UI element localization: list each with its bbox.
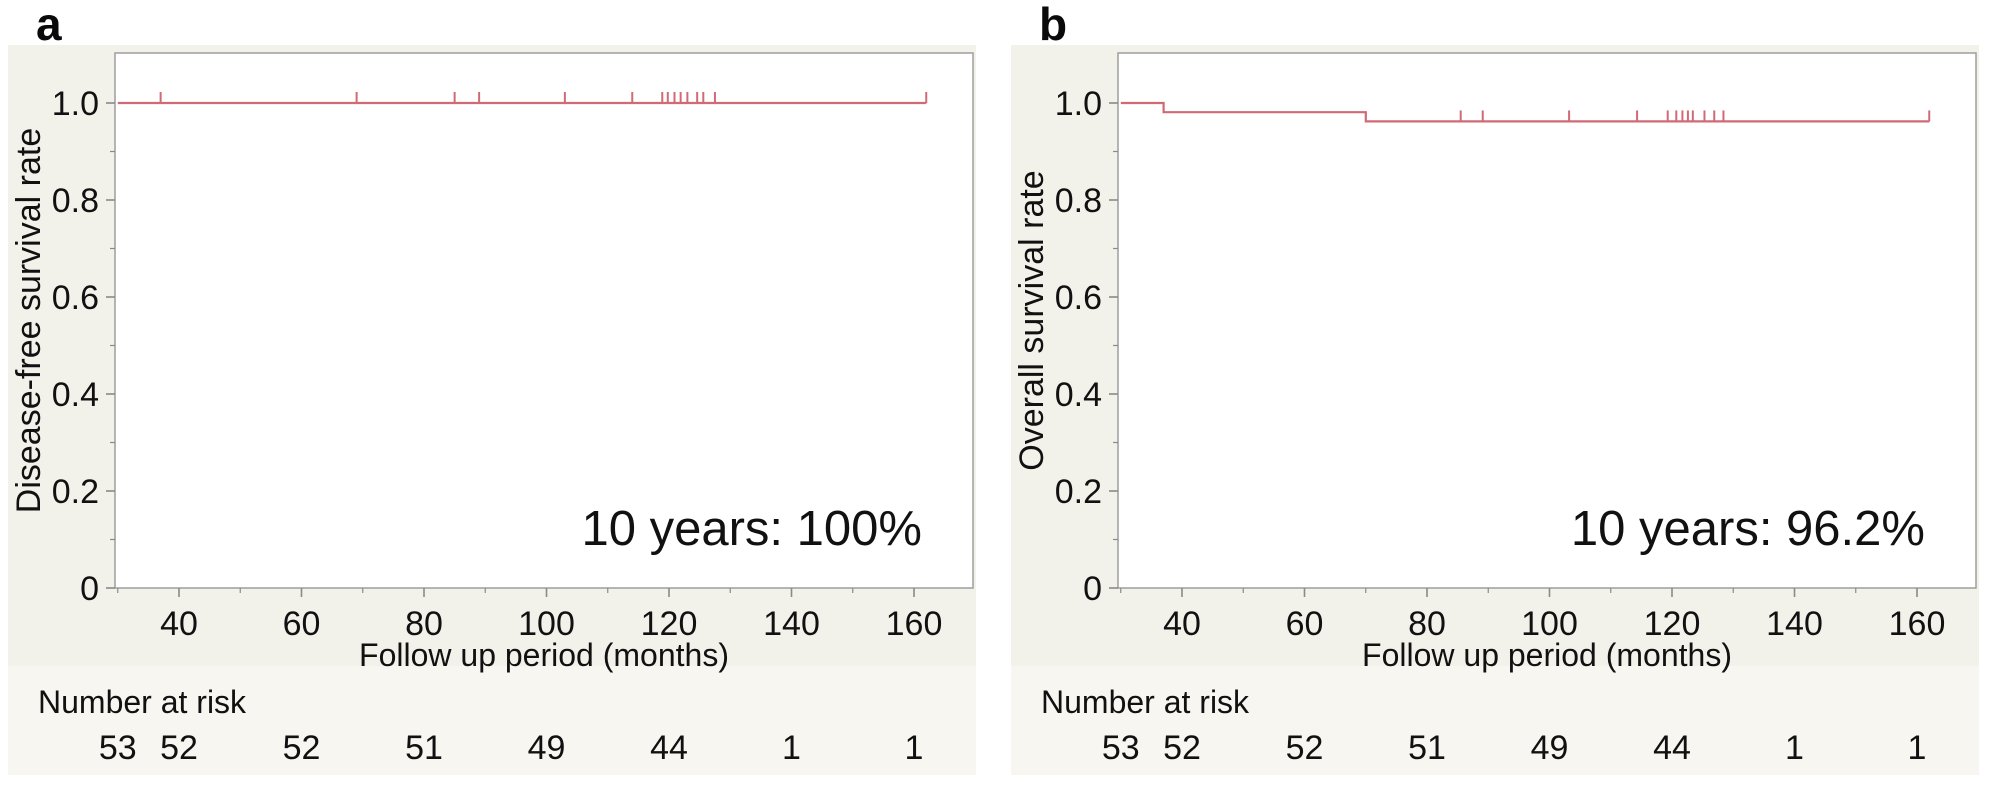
x-axis-tick-label: 100 — [518, 605, 575, 643]
number-at-risk-value: 52 — [160, 729, 198, 767]
number-at-risk-label: Number at risk — [1041, 684, 1250, 720]
number-at-risk-value: 1 — [1908, 729, 1927, 767]
panel-b-risk-table-background — [1011, 666, 1979, 775]
y-axis-tick-label: 0.6 — [1055, 279, 1102, 317]
y-axis-tick-label: 1.0 — [1055, 85, 1102, 123]
x-axis-tick-label: 80 — [405, 605, 443, 643]
y-axis-tick-label: 0 — [80, 570, 99, 608]
y-axis-tick-label: 0.4 — [52, 376, 99, 414]
number-at-risk-value: 1 — [1785, 729, 1804, 767]
y-axis-tick-label: 0 — [1083, 570, 1102, 608]
y-axis-title: Disease-free survival rate — [10, 128, 48, 513]
y-axis-tick-label: 0.2 — [52, 473, 99, 511]
y-axis-tick-label: 0.8 — [1055, 182, 1102, 220]
overall-survival-chart: 0 0.2 0.4 0.6 0.8 1.0 40 60 80 100 120 140 160 Follow… — [1013, 52, 1977, 767]
y-axis-title: Overall survival rate — [1013, 170, 1051, 470]
x-axis-tick-label: 140 — [1766, 605, 1823, 643]
number-at-risk-value: 52 — [1286, 729, 1324, 767]
panel-a-risk-table-background — [8, 666, 976, 775]
number-at-risk-value: 1 — [905, 729, 924, 767]
plot-area — [1117, 52, 1977, 589]
disease-free-survival-chart: 0 0.2 0.4 0.6 0.8 1.0 40 60 80 100 120 140 160 Follow… — [10, 52, 974, 767]
x-axis-tick-label: 60 — [283, 605, 321, 643]
y-axis-tick-label: 1.0 — [52, 85, 99, 123]
y-axis-tick-label: 0.2 — [1055, 473, 1102, 511]
number-at-risk-value: 53 — [99, 729, 137, 767]
plot-area — [114, 52, 974, 589]
number-at-risk-value: 52 — [1163, 729, 1201, 767]
number-at-risk-value: 49 — [1531, 729, 1569, 767]
panel-a: a 0 0.2 0.4 0.6 0.8 1.0 40 60 80 100 120 140 160 Foll… — [8, 0, 976, 775]
x-axis-title: Follow up period (months) — [359, 637, 729, 673]
y-axis-tick-label: 0.4 — [1055, 376, 1102, 414]
number-at-risk-value: 49 — [528, 729, 566, 767]
x-axis-tick-label: 120 — [641, 605, 698, 643]
x-axis-tick-label: 140 — [763, 605, 820, 643]
number-at-risk-value: 51 — [1408, 729, 1446, 767]
ten-year-rate-annotation: 10 years: 96.2% — [1571, 502, 1925, 556]
number-at-risk-value: 51 — [405, 729, 443, 767]
number-at-risk-value: 53 — [1102, 729, 1140, 767]
x-axis-tick-label: 80 — [1408, 605, 1446, 643]
x-axis-tick-label: 60 — [1286, 605, 1324, 643]
x-axis-tick-label: 160 — [886, 605, 943, 643]
number-at-risk-label: Number at risk — [38, 684, 247, 720]
x-axis-tick-label: 120 — [1644, 605, 1701, 643]
x-axis-tick-label: 100 — [1521, 605, 1578, 643]
x-axis-title: Follow up period (months) — [1362, 637, 1732, 673]
y-axis-tick-label: 0.8 — [52, 182, 99, 220]
ten-year-rate-annotation: 10 years: 100% — [582, 502, 923, 556]
number-at-risk-value: 44 — [1653, 729, 1691, 767]
x-axis-tick-label: 160 — [1889, 605, 1946, 643]
x-axis-tick-label: 40 — [160, 605, 198, 643]
x-axis-tick-label: 40 — [1163, 605, 1201, 643]
number-at-risk-value: 52 — [283, 729, 321, 767]
y-axis-tick-label: 0.6 — [52, 279, 99, 317]
panel-b: b 0 0.2 0.4 0.6 0.8 1.0 40 60 80 100 120 140 160 Foll… — [1003, 0, 2006, 789]
panel-a-letter: a — [36, 0, 62, 50]
panel-b-letter: b — [1039, 0, 1068, 50]
number-at-risk-value: 44 — [650, 729, 688, 767]
number-at-risk-value: 1 — [782, 729, 801, 767]
